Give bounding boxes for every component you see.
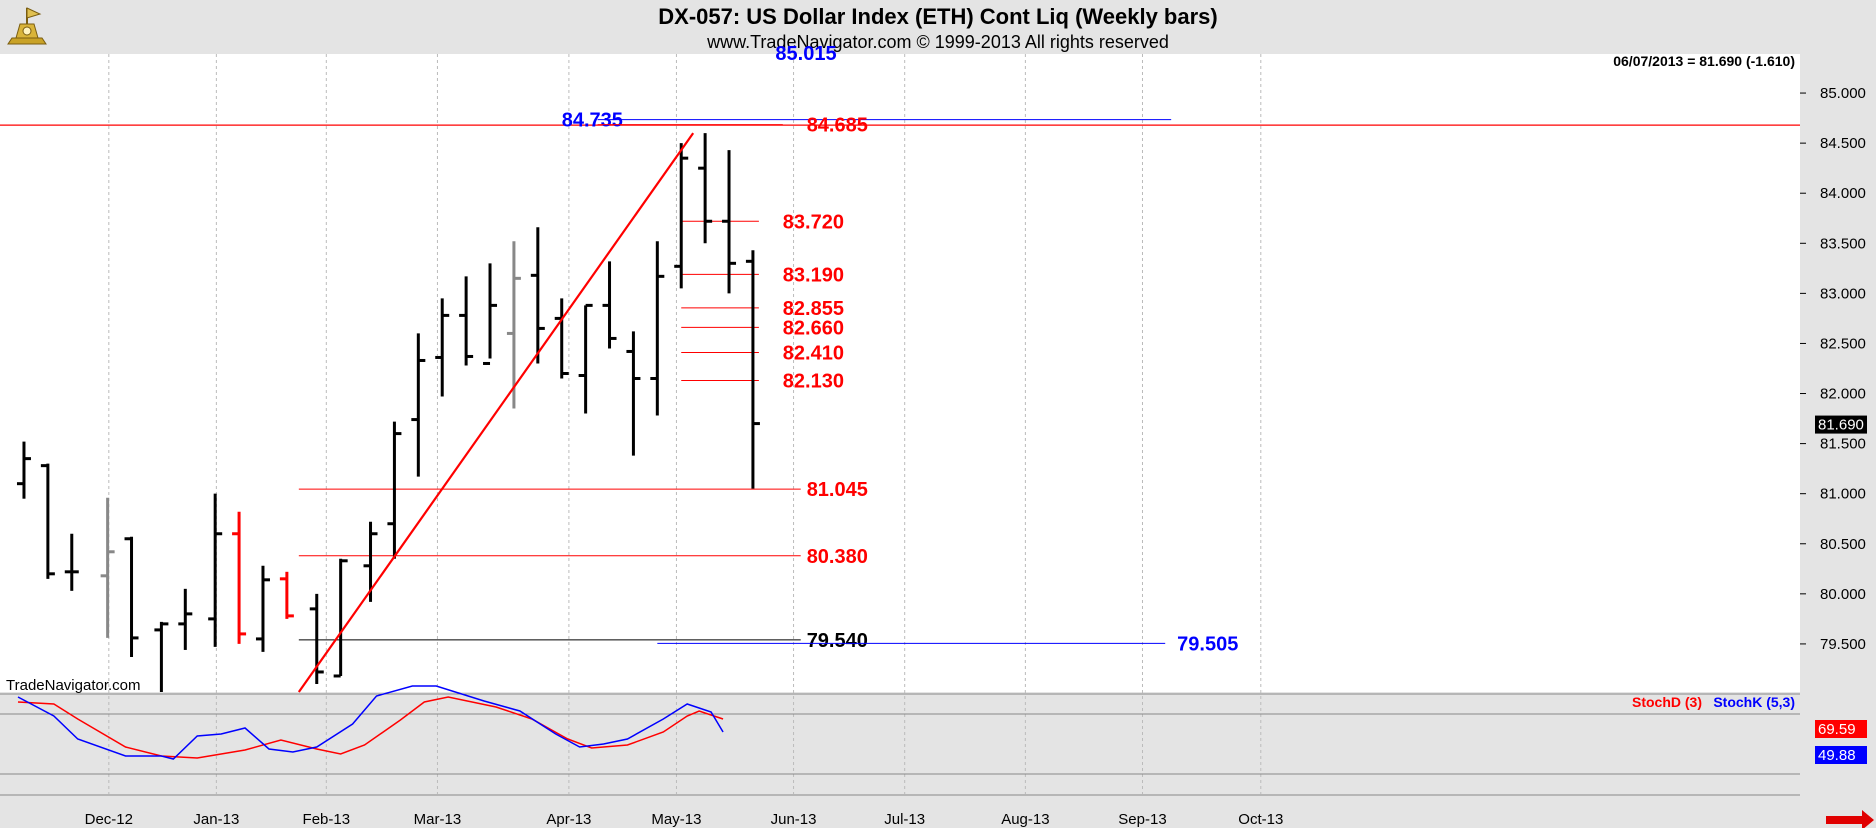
level-label: 80.380 xyxy=(807,546,868,568)
ohlc-bar xyxy=(459,276,474,366)
legend-stochd: StochD (3) xyxy=(1632,694,1702,710)
ohlc-bar xyxy=(154,621,169,692)
ohlc-bar xyxy=(722,150,737,294)
ohlc-bar xyxy=(333,558,348,678)
y-tick-label: 79.500 xyxy=(1820,636,1866,653)
legend-stochk: StochK (5,3) xyxy=(1713,694,1795,710)
y-tick-label: 80.000 xyxy=(1820,586,1866,603)
ohlc-bar xyxy=(650,241,665,416)
stoch-series-line xyxy=(17,696,724,759)
ohlc-bar xyxy=(309,593,324,684)
ohlc-bar xyxy=(411,333,426,477)
ohlc-bar xyxy=(40,463,55,579)
ohlc-bar xyxy=(100,497,115,638)
ohlc-bar xyxy=(279,571,294,619)
chart-title: DX-057: US Dollar Index (ETH) Cont Liq (… xyxy=(658,4,1218,29)
watermark-text: TradeNavigator.com xyxy=(6,677,141,694)
ohlc-bar xyxy=(124,536,139,657)
ohlc-bar xyxy=(554,298,569,379)
y-tick-label: 85.000 xyxy=(1820,85,1866,102)
stoch-value-box xyxy=(1815,720,1867,738)
y-tick-label: 82.000 xyxy=(1820,386,1866,403)
x-tick-label: Aug-13 xyxy=(1001,811,1049,828)
y-tick-label: 81.500 xyxy=(1820,436,1866,453)
ohlc-bar xyxy=(16,441,31,499)
scroll-right-arrow-icon[interactable] xyxy=(1826,810,1874,828)
y-tick-label: 81.000 xyxy=(1820,486,1866,503)
x-tick-label: May-13 xyxy=(651,811,701,828)
y-tick-label: 83.500 xyxy=(1820,235,1866,252)
level-label: 83.190 xyxy=(783,264,844,286)
ohlc-bar xyxy=(674,143,689,289)
ohlc-bar xyxy=(698,133,713,244)
ohlc-bar xyxy=(626,331,641,456)
x-tick-label: Jul-13 xyxy=(884,811,925,828)
level-label: 83.720 xyxy=(783,211,844,233)
ohlc-bar xyxy=(255,565,270,652)
level-label: 84.735 xyxy=(562,110,623,132)
last-price-box xyxy=(1815,415,1867,434)
stoch-value-label: 69.59 xyxy=(1818,721,1856,738)
ohlc-bar xyxy=(232,511,247,644)
x-tick-label: Feb-13 xyxy=(303,811,351,828)
x-tick-label: Mar-13 xyxy=(414,811,462,828)
ohlc-bar xyxy=(506,241,521,409)
trade-navigator-logo-icon xyxy=(2,2,52,52)
stoch-value-label: 49.88 xyxy=(1818,747,1856,764)
price-panel xyxy=(0,54,1800,692)
x-tick-label: Apr-13 xyxy=(546,811,591,828)
ohlc-bar xyxy=(387,421,402,559)
level-label: 79.505 xyxy=(1177,633,1238,655)
ohlc-bar xyxy=(602,261,617,349)
x-tick-label: Dec-12 xyxy=(85,811,133,828)
x-tick-label: Jun-13 xyxy=(771,811,817,828)
stoch-series-line xyxy=(17,685,724,760)
level-label: 82.410 xyxy=(783,342,844,364)
clipped-top-label: 85.015 xyxy=(775,43,836,65)
x-tick-label: Sep-13 xyxy=(1118,811,1166,828)
last-price-note: 06/07/2013 = 81.690 (-1.610) xyxy=(1613,53,1795,69)
level-label: 82.660 xyxy=(783,317,844,339)
ohlc-bar xyxy=(578,303,593,414)
last-price-label: 81.690 xyxy=(1818,417,1864,434)
ohlc-bar xyxy=(530,227,545,364)
y-tick-label: 84.500 xyxy=(1820,135,1866,152)
stoch-value-box xyxy=(1815,746,1867,764)
level-label: 82.130 xyxy=(783,371,844,393)
level-label: 82.855 xyxy=(783,298,844,320)
y-tick-label: 82.500 xyxy=(1820,335,1866,352)
ohlc-bar xyxy=(435,298,450,397)
level-label: 79.540 xyxy=(807,630,868,652)
y-axis-panel xyxy=(1800,54,1876,694)
x-tick-label: Oct-13 xyxy=(1238,811,1283,828)
ohlc-bar xyxy=(745,250,760,489)
y-tick-label: 84.000 xyxy=(1820,185,1866,202)
ohlc-bar xyxy=(483,263,498,365)
y-tick-label: 83.000 xyxy=(1820,285,1866,302)
trend-line xyxy=(297,132,695,693)
ohlc-bar xyxy=(64,533,79,591)
copyright-text: www.TradeNavigator.com © 1999-2013 All r… xyxy=(707,32,1169,52)
y-tick-label: 80.500 xyxy=(1820,536,1866,553)
level-label: 84.685 xyxy=(807,115,868,137)
ohlc-bar xyxy=(178,588,193,650)
level-label: 81.045 xyxy=(807,479,868,501)
ohlc-bar xyxy=(208,493,223,647)
x-tick-label: Jan-13 xyxy=(193,811,239,828)
